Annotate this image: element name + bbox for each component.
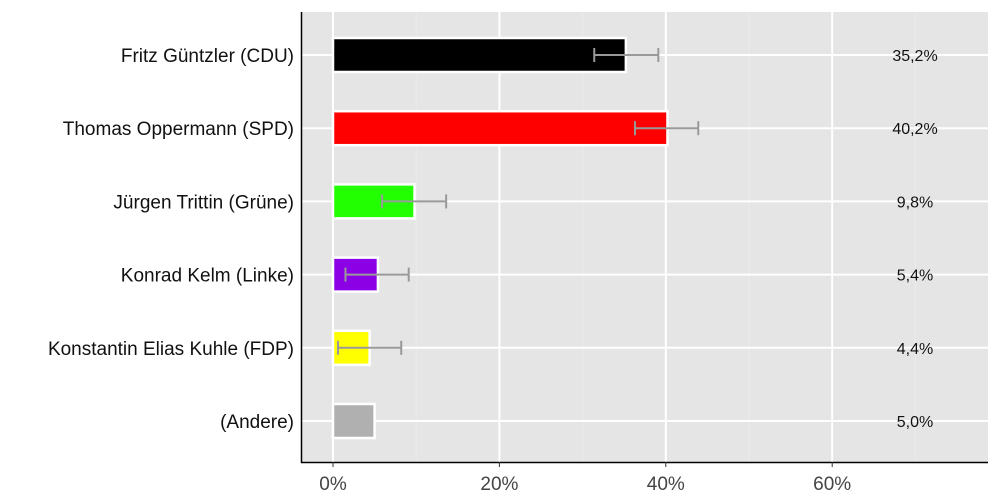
error-bar bbox=[381, 194, 448, 209]
category-labels: Fritz Güntzler (CDU) Thomas Oppermann (SP… bbox=[48, 46, 294, 433]
value-label: 40,2% bbox=[892, 121, 937, 138]
x-tick-label: 60% bbox=[813, 474, 851, 495]
category-label: Konstantin Elias Kuhle (FDP) bbox=[48, 339, 294, 360]
bar bbox=[331, 36, 628, 74]
x-tick-label: 20% bbox=[480, 474, 518, 495]
value-labels: 35,2% 40,2% 9,8% 5,4% 4,4% 5,0% bbox=[892, 48, 937, 431]
error-bar bbox=[634, 121, 700, 136]
value-label: 4,4% bbox=[897, 341, 933, 358]
plot-panel bbox=[301, 12, 988, 462]
error-bar bbox=[336, 340, 403, 355]
value-label: 9,8% bbox=[897, 194, 933, 211]
value-label: 5,0% bbox=[897, 414, 933, 431]
category-label: Jürgen Trittin (Grüne) bbox=[113, 192, 294, 213]
value-label: 5,4% bbox=[897, 268, 933, 285]
bars bbox=[331, 36, 700, 440]
bar bbox=[331, 402, 376, 440]
value-label: 35,2% bbox=[892, 48, 937, 65]
x-tick-label: 0% bbox=[319, 474, 347, 495]
x-tick-label: 40% bbox=[647, 474, 685, 495]
category-label: (Andere) bbox=[220, 412, 294, 433]
bar bbox=[331, 109, 669, 147]
x-axis-ticks: 0% 20% 40% 60% bbox=[319, 462, 851, 495]
category-label: Konrad Kelm (Linke) bbox=[121, 266, 294, 287]
error-bar bbox=[593, 48, 660, 62]
error-bar bbox=[344, 267, 410, 282]
category-label: Thomas Oppermann (SPD) bbox=[63, 119, 294, 140]
category-label: Fritz Güntzler (CDU) bbox=[121, 46, 294, 67]
